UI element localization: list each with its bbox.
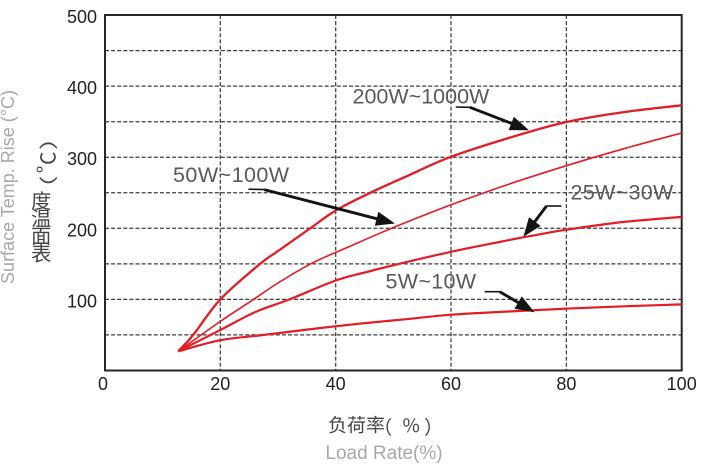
svg-text:20: 20 [210,374,230,394]
svg-text:Load Rate(%): Load Rate(%) [325,443,442,464]
svg-text:40: 40 [326,374,346,394]
svg-text:100: 100 [67,291,97,311]
svg-text:500: 500 [67,7,97,27]
svg-text:0: 0 [98,374,108,394]
svg-text:80: 80 [556,374,576,394]
svg-text:25W~30W: 25W~30W [571,181,674,205]
svg-text:50W~100W: 50W~100W [173,163,290,187]
svg-text:200: 200 [67,220,97,240]
svg-text:100: 100 [667,374,697,394]
svg-text:400: 400 [67,78,97,98]
svg-text:Surface Temp. Rise (°C): Surface Temp. Rise (°C) [0,90,18,284]
svg-text:5W~10W: 5W~10W [386,270,477,294]
svg-text:60: 60 [441,374,461,394]
svg-text:200W~1000W: 200W~1000W [353,85,491,109]
svg-text:300: 300 [67,149,97,169]
